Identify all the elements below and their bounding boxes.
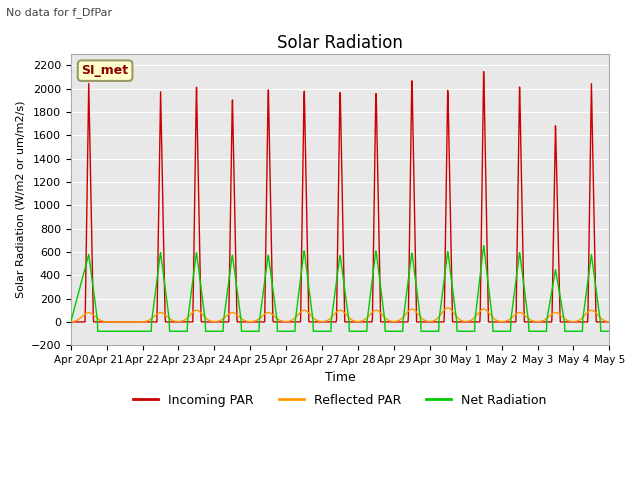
Text: No data for f_DfPar: No data for f_DfPar <box>6 7 113 18</box>
Y-axis label: Solar Radiation (W/m2 or um/m2/s): Solar Radiation (W/m2 or um/m2/s) <box>15 101 25 298</box>
Title: Solar Radiation: Solar Radiation <box>277 34 403 52</box>
X-axis label: Time: Time <box>324 371 355 384</box>
Text: SI_met: SI_met <box>81 64 129 77</box>
Legend: Incoming PAR, Reflected PAR, Net Radiation: Incoming PAR, Reflected PAR, Net Radiati… <box>129 389 552 412</box>
